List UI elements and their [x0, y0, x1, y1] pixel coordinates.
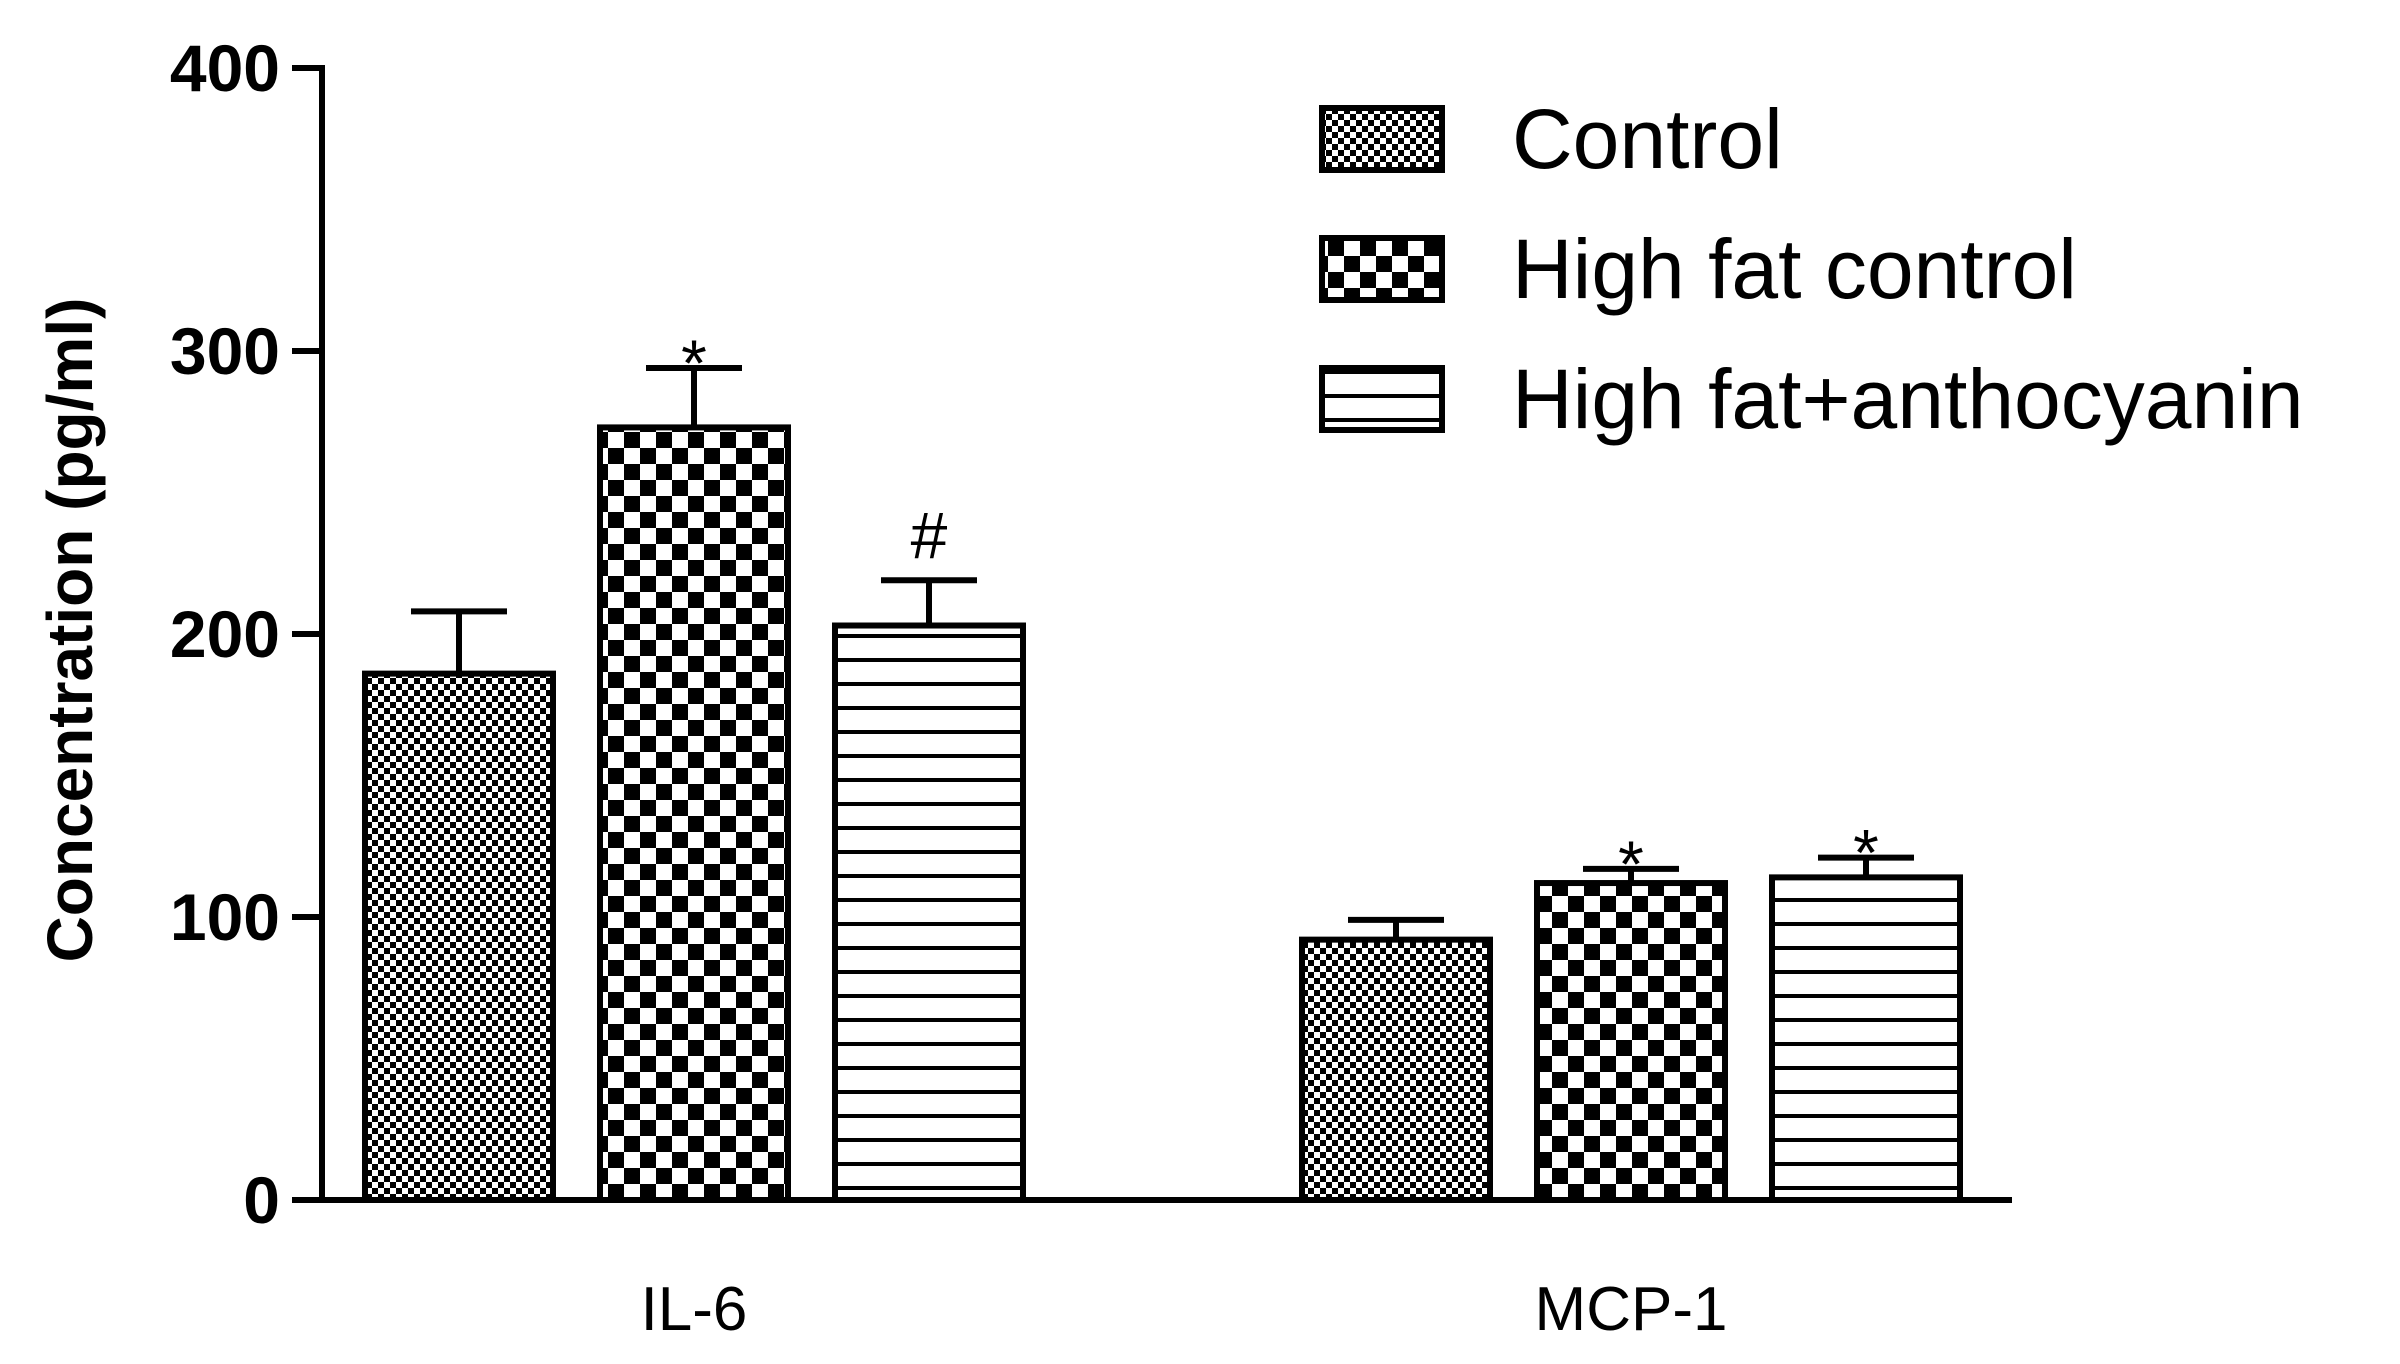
y-tick-label-200: 200 [170, 597, 280, 671]
legend-label-2: High fat+anthocyanin [1512, 352, 2304, 446]
bar-mcp-1-control [1299, 936, 1493, 1203]
significance-marker-1-1: * [1618, 827, 1644, 901]
legend-swatch-2 [1319, 365, 1445, 433]
x-category-label-1: MCP-1 [1535, 1275, 1728, 1344]
bar-il-6-high-fat-anthocyanin [832, 622, 1026, 1203]
bar-mcp-1-high-fat-anthocyanin [1769, 874, 1963, 1203]
legend-label-0: Control [1512, 92, 1783, 186]
legend-item-2: High fat+anthocyanin [1319, 352, 2304, 446]
y-tick-label-0: 0 [243, 1163, 280, 1237]
y-tick-label-300: 300 [170, 314, 280, 388]
legend-swatch-1 [1319, 235, 1445, 303]
legend-item-1: High fat control [1319, 222, 2077, 316]
y-axis-label: Concentration (pg/ml) [34, 298, 106, 963]
legend-item-0: Control [1319, 92, 1783, 186]
y-tick-label-100: 100 [170, 880, 280, 954]
significance-marker-0-1: * [681, 326, 707, 400]
significance-marker-0-2: # [911, 498, 948, 572]
x-category-label-0: IL-6 [641, 1275, 748, 1344]
legend-swatch-0 [1319, 105, 1445, 173]
y-tick-label-400: 400 [170, 31, 280, 105]
bar-il-6-high-fat-control [597, 424, 791, 1204]
bar-mcp-1-high-fat-control [1534, 880, 1728, 1203]
bar-series-group: * # * * [362, 326, 1963, 1204]
legend-label-1: High fat control [1512, 222, 2077, 316]
significance-marker-1-2: * [1853, 816, 1879, 890]
x-axis: IL-6 MCP-1 [319, 1197, 2012, 1344]
bar-il-6-control [362, 670, 556, 1203]
legend: Control High fat control High fat+anthocya… [1319, 92, 2304, 446]
y-axis: 0 100 200 300 400 [170, 31, 325, 1237]
